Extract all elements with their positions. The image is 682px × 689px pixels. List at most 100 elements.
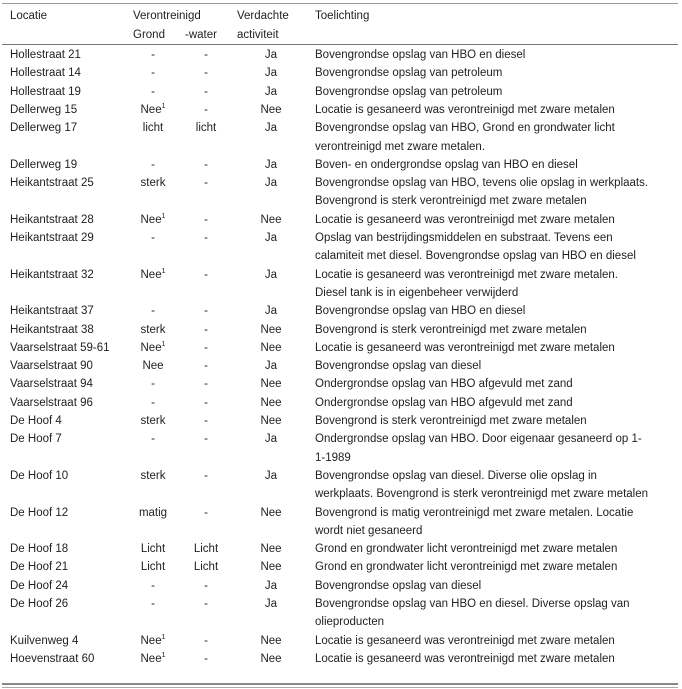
explanation: Bovengrond is matig verontreinigd met zw… (315, 506, 634, 519)
header-cell: Verontreinigd (133, 10, 201, 22)
activity: Ja (264, 268, 278, 281)
explanation: wordt niet gesaneerd (315, 524, 423, 537)
soil: - (151, 433, 155, 446)
soil: - (151, 158, 155, 171)
soil: sterk (140, 469, 166, 482)
groundwater: - (204, 85, 208, 98)
location: De Hoof 26 (10, 598, 69, 610)
activity: Ja (264, 158, 278, 171)
groundwater: - (204, 469, 208, 482)
soil: - (151, 49, 155, 61)
soil: Nee1 (140, 267, 166, 281)
explanation: Opslag van bestrijdingsmiddelen en subst… (315, 232, 613, 244)
groundwater: - (204, 506, 208, 519)
soil: Nee1 (140, 102, 166, 116)
soil: Nee1 (140, 651, 166, 665)
groundwater: - (204, 360, 208, 373)
activity: Ja (264, 85, 278, 98)
soil: sterk (140, 323, 166, 336)
location: Hollestraat 14 (10, 67, 81, 80)
activity: Nee (260, 323, 282, 336)
soil: Nee1 (140, 212, 166, 226)
activity: Ja (264, 232, 278, 244)
activity: Ja (264, 469, 278, 482)
location: Vaarselstraat 90 (10, 360, 93, 373)
header-cell: Toelichting (315, 10, 370, 22)
explanation: Grond en grondwater licht verontreinigd … (315, 543, 618, 556)
explanation: Boven- en ondergrondse opslag van HBO en… (315, 158, 578, 171)
header-cell: Verdachte (237, 10, 289, 22)
activity: Ja (264, 433, 278, 446)
explanation: Bovengrondse opslag van diesel. Diverse … (315, 469, 597, 482)
location: Hollestraat 21 (10, 49, 81, 61)
groundwater: - (204, 103, 208, 116)
header-cell: Grond (133, 29, 165, 41)
activity: Nee (260, 415, 282, 427)
groundwater: - (204, 213, 208, 226)
activity: Nee (260, 213, 282, 226)
footnote-mark: 1 (161, 340, 166, 348)
header-cell: Locatie (10, 10, 48, 22)
activity: Ja (264, 579, 278, 592)
explanation: Bovengrond is sterk verontreinigd met zw… (315, 195, 587, 208)
footnote-mark: 1 (161, 102, 166, 110)
groundwater: - (204, 305, 208, 318)
explanation: Locatie is gesaneerd was verontreinigd m… (315, 341, 615, 354)
groundwater: - (204, 652, 208, 665)
header-cell: activiteit (237, 29, 279, 41)
explanation: 1-1989 (315, 451, 351, 464)
soil: - (151, 232, 155, 244)
soil: - (151, 305, 155, 318)
explanation: Bovengrond is sterk verontreinigd met zw… (315, 323, 587, 336)
groundwater: licht (195, 122, 217, 135)
explanation: Locatie is gesaneerd was verontreinigd m… (315, 652, 615, 665)
soil: - (151, 579, 155, 592)
explanation: olieproducten (315, 616, 385, 629)
groundwater: - (204, 378, 208, 391)
explanation: calamiteit met diesel. Bovengrondse opsl… (315, 250, 636, 263)
location: De Hoof 4 (10, 415, 62, 427)
location: Dellerweg 17 (10, 122, 78, 135)
soil: Nee1 (140, 340, 166, 354)
explanation: Bovengrondse opslag van HBO, tevens olie… (315, 177, 649, 190)
location: Dellerweg 19 (10, 158, 78, 171)
soil: Nee1 (140, 633, 166, 647)
explanation: Bovengrondse opslag van HBO en diesel. D… (315, 598, 630, 610)
soil: - (151, 396, 155, 409)
footnote-mark: 1 (161, 651, 166, 659)
explanation: Bovengrondse opslag van HBO en diesel (315, 305, 526, 318)
activity: Ja (264, 305, 278, 318)
explanation: Bovengrondse opslag van diesel (315, 360, 482, 373)
footnote-mark: 1 (161, 633, 166, 641)
groundwater: - (204, 415, 208, 427)
groundwater: - (204, 433, 208, 446)
soil: matig (138, 506, 168, 519)
header-rule (2, 44, 678, 45)
location: Kuilvenweg 4 (10, 634, 79, 647)
activity: Nee (260, 341, 282, 354)
soil: licht (142, 122, 164, 135)
activity: Ja (264, 67, 278, 80)
location: Hoevenstraat 60 (10, 652, 95, 665)
bottom-rule (2, 683, 678, 685)
location: Hollestraat 19 (10, 85, 81, 98)
explanation: verontreinigd met zware metalen. (315, 140, 486, 153)
groundwater: - (204, 579, 208, 592)
soil: Licht (140, 561, 166, 574)
location: Dellerweg 15 (10, 103, 78, 116)
explanation: Grond en grondwater licht verontreinigd … (315, 561, 618, 574)
soil: sterk (140, 415, 166, 427)
groundwater: - (204, 634, 208, 647)
explanation: Locatie is gesaneerd was verontreinigd m… (315, 268, 618, 281)
activity: Ja (264, 598, 278, 610)
location: De Hoof 7 (10, 433, 62, 446)
groundwater: - (204, 177, 208, 190)
explanation: Ondergrondse opslag van HBO. Door eigena… (315, 433, 642, 446)
explanation: werkplaats. Bovengrond is sterk verontre… (315, 488, 649, 501)
location: De Hoof 21 (10, 561, 69, 574)
activity: Nee (260, 103, 282, 116)
groundwater: - (204, 49, 208, 61)
activity: Nee (260, 634, 282, 647)
groundwater: - (204, 323, 208, 336)
